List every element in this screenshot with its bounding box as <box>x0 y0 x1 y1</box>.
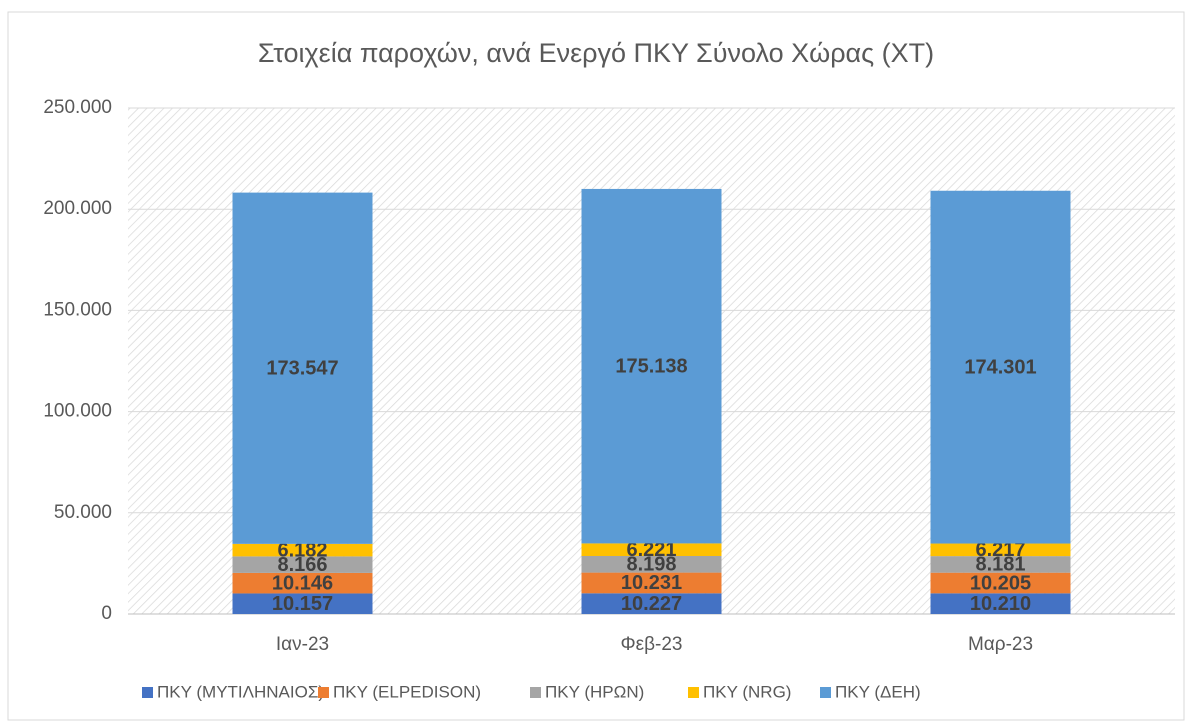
bar-segment <box>581 593 722 614</box>
bar-segment <box>581 572 722 594</box>
bar-segment <box>930 572 1071 594</box>
data-label: 174.301 <box>964 356 1036 378</box>
legend-swatch <box>688 687 699 698</box>
x-tick-label: Φεβ-23 <box>620 634 682 655</box>
data-label: 10.205 <box>970 572 1031 594</box>
data-label: 6.182 <box>277 539 327 561</box>
data-label: 6.217 <box>975 539 1025 561</box>
bar-segment <box>930 543 1071 557</box>
legend-label: ΠΚΥ (ΜΥΤΙΛΗΝΑΙΟΣ) <box>157 682 324 701</box>
bar-segment <box>930 190 1071 544</box>
data-label: 175.138 <box>615 355 687 377</box>
bar-segment <box>232 572 373 594</box>
legend-swatch <box>530 687 541 698</box>
legend-swatch <box>142 687 153 698</box>
data-label: 8.181 <box>975 554 1025 576</box>
bar-segment <box>581 556 722 573</box>
data-label: 6.221 <box>626 539 676 561</box>
bar-segment <box>581 188 722 544</box>
x-tick-label: Μαρ-23 <box>968 634 1033 655</box>
legend-swatch <box>820 687 831 698</box>
y-tick-label: 100.000 <box>43 401 112 422</box>
bar-segment <box>232 192 373 544</box>
y-tick-label: 250.000 <box>43 97 112 118</box>
data-label: 173.547 <box>266 358 338 380</box>
y-tick-label: 0 <box>101 603 112 624</box>
chart-title: Στοιχεία παροχών, ανά Ενεργό ΠΚΥ Σύνολο … <box>258 38 934 68</box>
bar-segment <box>930 593 1071 614</box>
bar-segment <box>232 556 373 573</box>
legend-swatch <box>318 687 329 698</box>
legend-label: ΠΚΥ (ELPEDISON) <box>333 682 481 701</box>
data-label: 10.231 <box>621 572 682 594</box>
y-tick-label: 50.000 <box>54 502 112 523</box>
y-tick-label: 150.000 <box>43 299 112 320</box>
data-label: 10.227 <box>621 593 682 615</box>
data-label: 10.146 <box>272 572 333 594</box>
bar-segment <box>232 543 373 557</box>
y-tick-label: 200.000 <box>43 198 112 219</box>
x-tick-label: Ιαν-23 <box>276 634 329 655</box>
data-label: 10.157 <box>272 593 333 615</box>
data-label: 8.198 <box>626 554 676 576</box>
data-label: 10.210 <box>970 593 1031 615</box>
legend-label: ΠΚΥ (NRG) <box>703 682 791 701</box>
bar-segment <box>930 556 1071 573</box>
legend-label: ΠΚΥ (ΔΕΗ) <box>835 682 921 701</box>
bar-segment <box>232 593 373 614</box>
data-label: 8.166 <box>277 554 327 576</box>
bar-segment <box>581 543 722 557</box>
legend-label: ΠΚΥ (ΗΡΩΝ) <box>545 682 644 701</box>
